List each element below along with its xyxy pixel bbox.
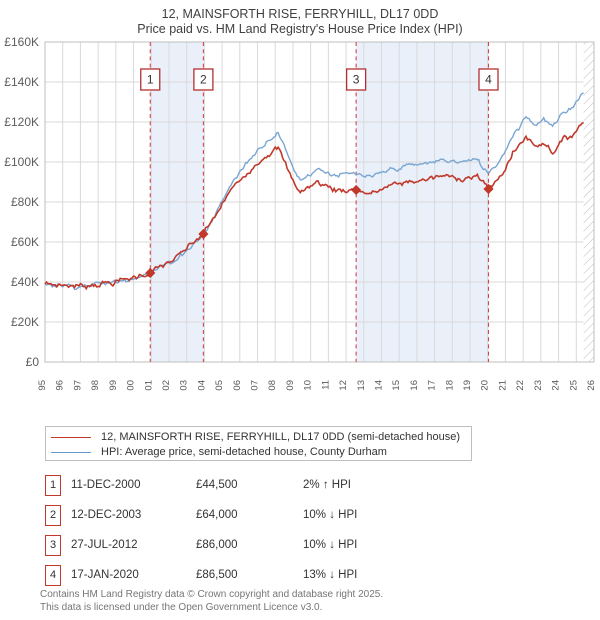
svg-text:2: 2 — [200, 73, 207, 87]
svg-text:1: 1 — [147, 73, 154, 87]
svg-text:01: 01 — [143, 380, 154, 391]
svg-text:08: 08 — [267, 380, 278, 391]
svg-text:95: 95 — [37, 380, 48, 391]
svg-text:4: 4 — [485, 73, 492, 87]
svg-text:24: 24 — [551, 380, 562, 391]
svg-text:17: 17 — [427, 380, 438, 391]
svg-text:15: 15 — [391, 380, 402, 391]
svg-text:23: 23 — [533, 380, 544, 391]
svg-text:11: 11 — [320, 380, 331, 390]
svg-text:02: 02 — [161, 380, 172, 391]
svg-text:99: 99 — [108, 380, 119, 391]
svg-text:3: 3 — [353, 73, 360, 87]
svg-text:03: 03 — [179, 380, 190, 391]
svg-text:06: 06 — [232, 380, 243, 391]
svg-text:96: 96 — [55, 380, 66, 391]
svg-text:97: 97 — [72, 380, 83, 391]
svg-text:22: 22 — [515, 380, 526, 391]
svg-text:25: 25 — [568, 380, 579, 391]
svg-text:16: 16 — [409, 380, 420, 391]
svg-text:07: 07 — [250, 380, 261, 391]
svg-text:13: 13 — [356, 380, 367, 391]
svg-text:04: 04 — [196, 380, 207, 391]
svg-text:14: 14 — [373, 380, 384, 391]
svg-text:12: 12 — [338, 380, 349, 391]
svg-text:20: 20 — [480, 380, 491, 391]
svg-text:00: 00 — [126, 380, 137, 391]
svg-text:21: 21 — [497, 380, 508, 391]
svg-text:10: 10 — [303, 380, 314, 391]
svg-text:98: 98 — [90, 380, 101, 391]
svg-text:19: 19 — [462, 380, 473, 391]
svg-text:09: 09 — [285, 380, 296, 391]
svg-text:05: 05 — [214, 380, 225, 391]
svg-text:26: 26 — [586, 380, 597, 391]
svg-text:18: 18 — [444, 380, 455, 391]
